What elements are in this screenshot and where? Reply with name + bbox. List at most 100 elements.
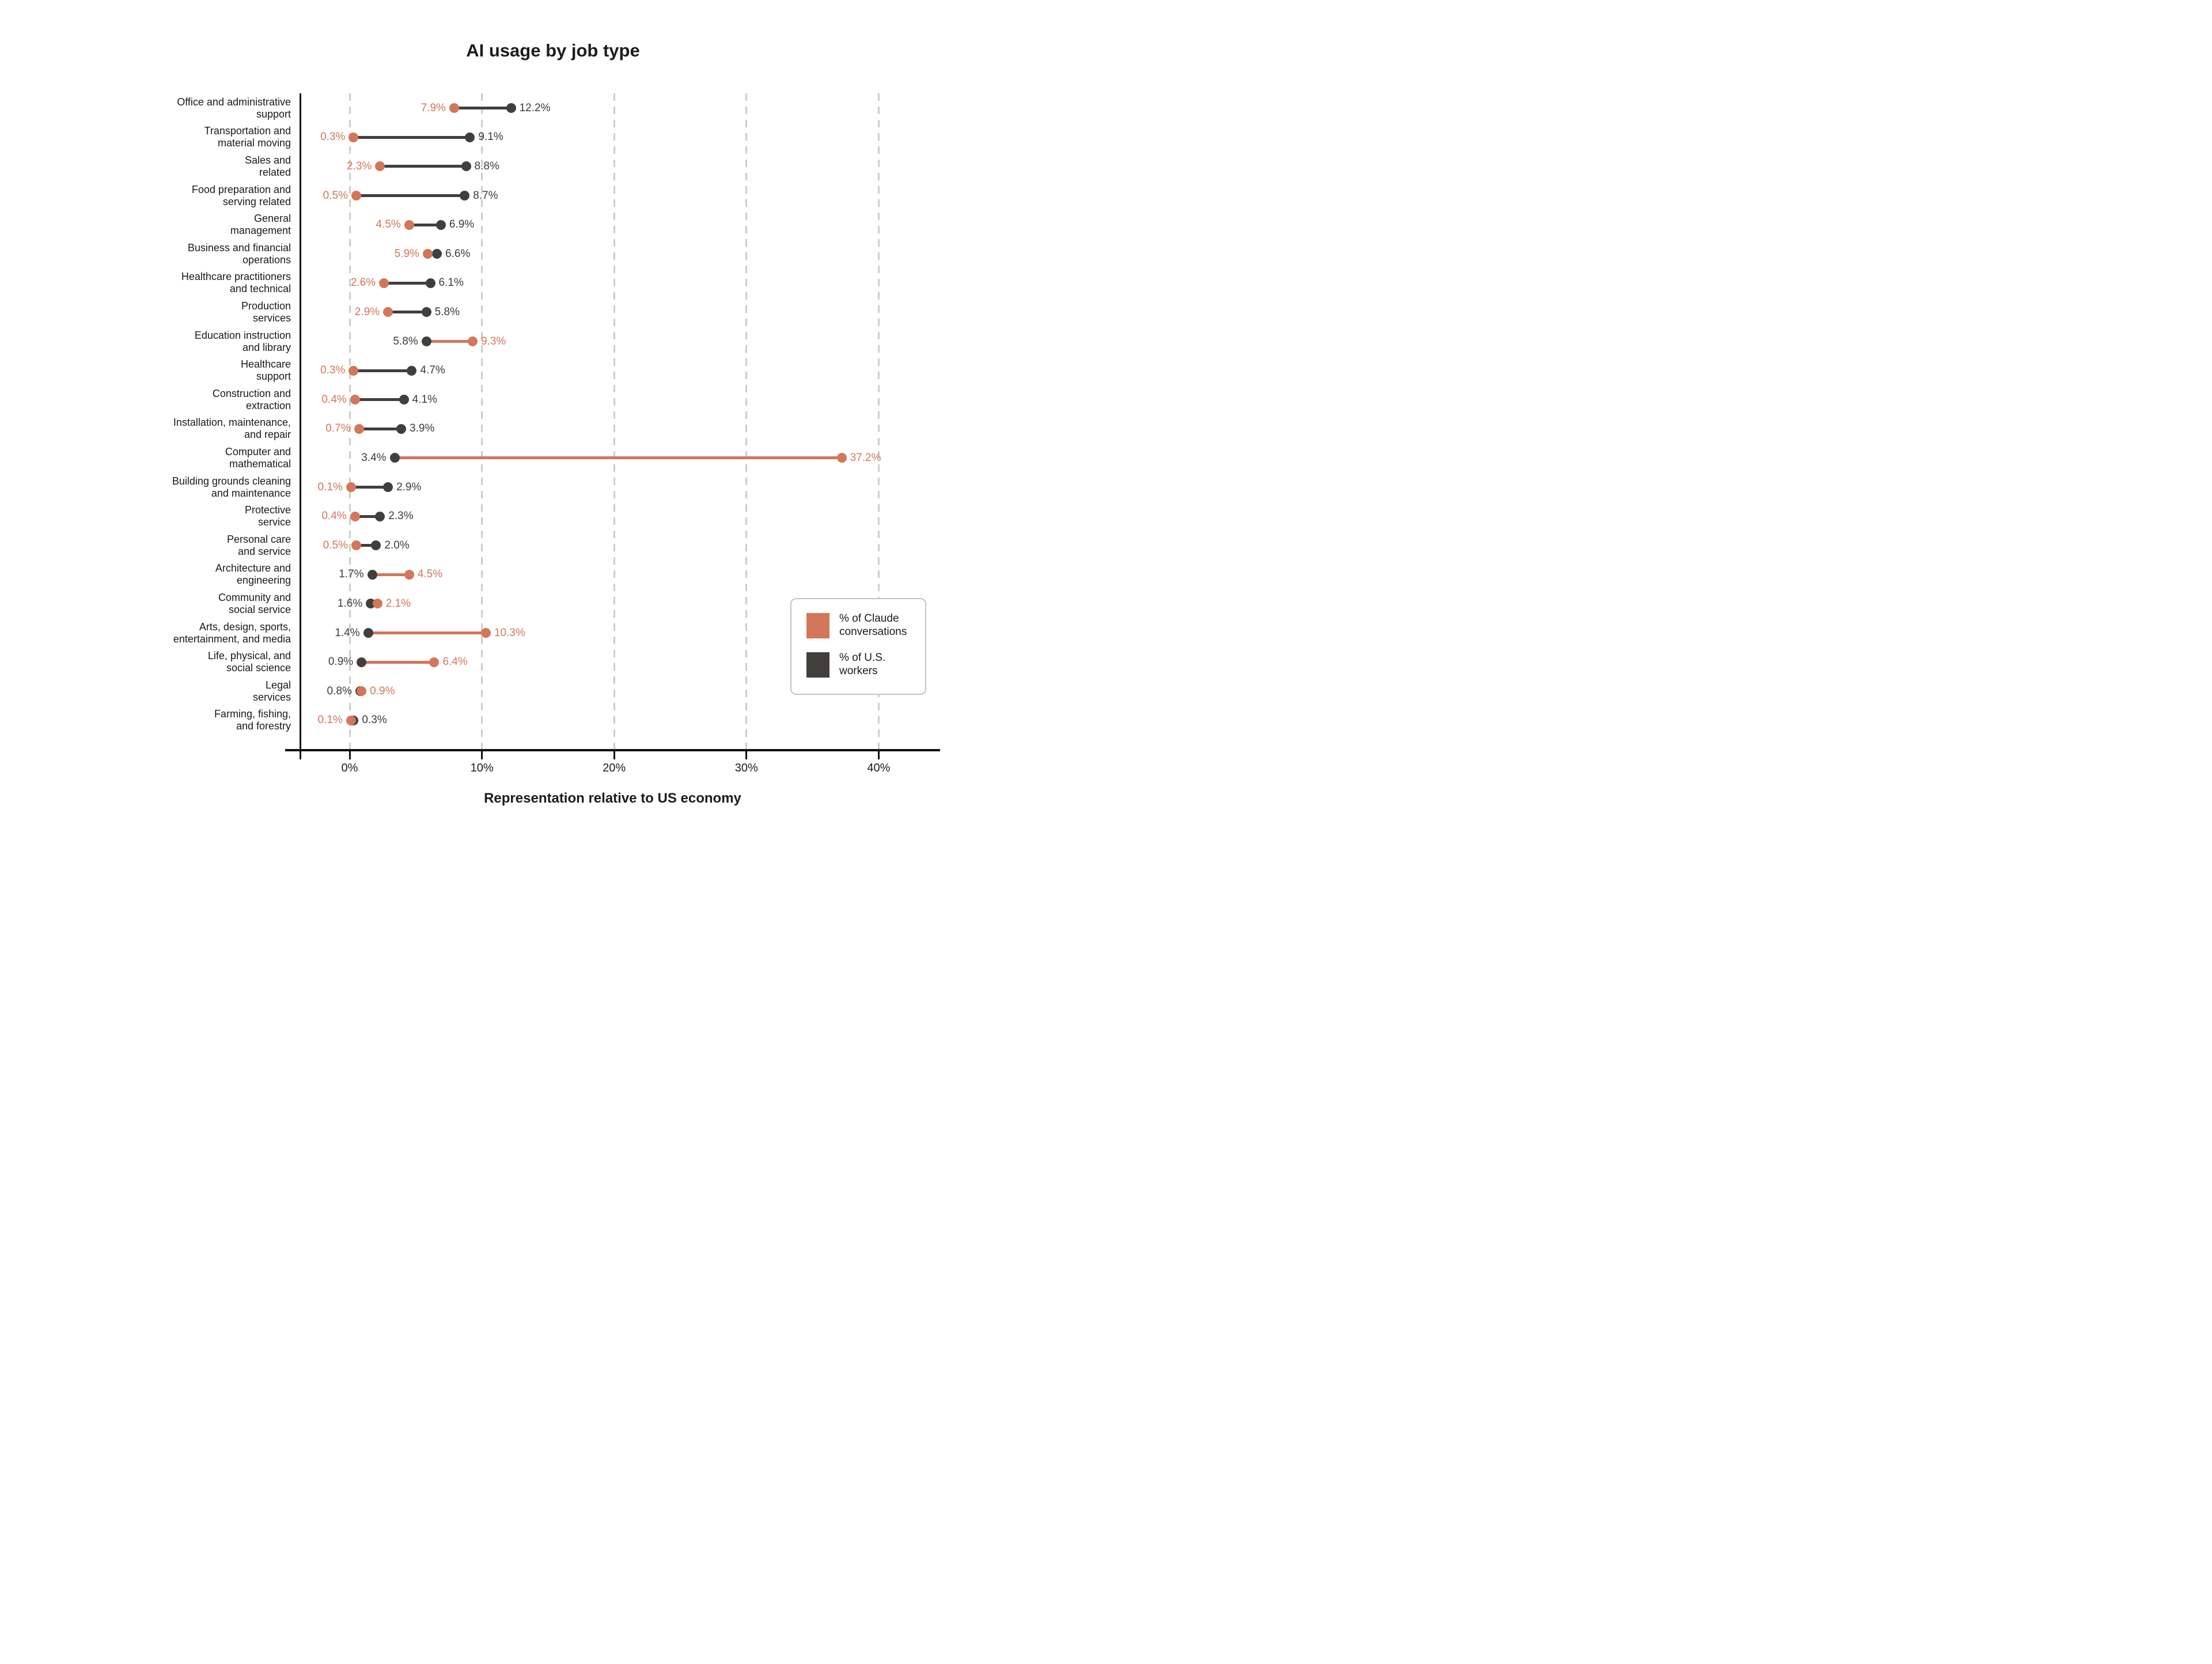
value-label-left: 0.1% (317, 714, 343, 727)
category-label: Personal care and service (226, 533, 291, 557)
dot-claude-conversations (404, 569, 414, 580)
value-label-right: 4.1% (412, 393, 437, 406)
dot-claude-conversations (357, 686, 367, 697)
dumbbell-chart: AI usage by job type Representation rela… (0, 0, 1106, 832)
dot-claude-conversations (372, 599, 382, 609)
dot-us-workers (465, 132, 475, 142)
dot-us-workers (389, 453, 400, 463)
chart-title: AI usage by job type (466, 40, 640, 60)
value-label-left: 1.4% (335, 626, 360, 639)
gridline-20% (613, 93, 615, 750)
dot-us-workers (460, 191, 470, 201)
dot-claude-conversations (346, 482, 356, 492)
connector-line (384, 281, 431, 285)
legend-item-workers: % of U.S. workers (806, 652, 925, 678)
x-tick-label-40%: 40% (867, 762, 891, 774)
dot-us-workers (425, 278, 435, 288)
value-label-right: 5.8% (434, 305, 460, 318)
category-label: General management (230, 213, 291, 237)
category-label: Protective service (244, 504, 291, 528)
value-label-left: 5.8% (393, 335, 418, 347)
dot-claude-conversations (468, 336, 478, 346)
dot-us-workers (367, 569, 377, 580)
value-label-right: 9.3% (481, 335, 506, 347)
dot-us-workers (407, 365, 417, 376)
value-label-right: 8.8% (474, 160, 499, 172)
x-tick-label-0%: 0% (341, 762, 358, 774)
value-label-left: 0.9% (328, 656, 354, 668)
dot-claude-conversations (404, 220, 414, 230)
value-label-left: 0.3% (320, 364, 346, 377)
value-label-right: 2.3% (388, 510, 414, 523)
x-axis-line (285, 749, 940, 751)
category-label: Production services (241, 300, 291, 324)
connector-line (426, 340, 473, 343)
value-label-right: 2.0% (384, 539, 410, 551)
category-label: Building grounds cleaning and maintenance (172, 475, 291, 499)
dot-us-workers (383, 482, 393, 492)
connector-line (353, 135, 470, 139)
dot-claude-conversations (351, 540, 361, 551)
x-tick-30% (745, 750, 748, 759)
value-label-left: 7.9% (421, 101, 446, 114)
value-label-right: 12.2% (519, 101, 551, 114)
dot-us-workers (371, 540, 381, 551)
dot-claude-conversations (350, 395, 360, 405)
connector-line (359, 427, 402, 430)
value-label-left: 0.1% (317, 481, 343, 493)
value-label-right: 3.9% (410, 422, 435, 435)
category-label: Healthcare support (240, 358, 291, 383)
dot-claude-conversations (354, 423, 364, 434)
category-label: Architecture and engineering (215, 562, 291, 587)
value-label-right: 0.9% (370, 684, 395, 697)
category-label: Farming, fishing, and forestry (214, 708, 291, 732)
category-label: Life, physical, and social science (207, 650, 291, 674)
value-label-right: 6.9% (449, 218, 475, 231)
legend-label-claude: % of Claude conversations (839, 612, 907, 638)
dot-us-workers (432, 249, 442, 259)
connector-line (353, 369, 412, 372)
value-label-left: 3.4% (361, 451, 387, 464)
connector-line (355, 398, 404, 402)
value-label-left: 2.6% (350, 277, 376, 289)
dot-us-workers (421, 307, 431, 317)
value-label-left: 0.4% (321, 510, 347, 523)
legend-swatch-workers-icon (806, 652, 830, 678)
gridline-40% (877, 93, 880, 750)
connector-line (372, 573, 410, 576)
dot-claude-conversations (375, 161, 385, 172)
category-label: Arts, design, sports, entertainment, and … (173, 621, 291, 645)
value-label-left: 5.9% (394, 247, 419, 260)
dot-claude-conversations (349, 365, 359, 376)
dot-claude-conversations (351, 191, 361, 201)
dot-us-workers (506, 103, 516, 114)
legend-item-claude: % of Claude conversations (806, 612, 925, 638)
dot-us-workers (363, 628, 373, 638)
category-label: Installation, maintenance, and repair (173, 417, 291, 441)
legend-swatch-claude-icon (806, 613, 830, 638)
value-label-right: 0.3% (362, 714, 387, 727)
category-label: Healthcare practitioners and technical (181, 271, 291, 295)
legend: % of Claude conversations % of U.S. work… (790, 598, 926, 695)
connector-line (351, 486, 388, 489)
x-tick-20% (613, 750, 615, 759)
connector-line (368, 631, 486, 634)
category-label: Transportation and material moving (204, 125, 291, 149)
value-label-left: 2.9% (354, 305, 380, 318)
x-tick-40% (877, 750, 880, 759)
value-label-right: 9.1% (478, 131, 503, 143)
connector-line (454, 107, 512, 110)
x-tick-label-20%: 20% (603, 762, 626, 774)
value-label-left: 1.7% (339, 568, 364, 581)
value-label-left: 0.3% (320, 131, 346, 143)
x-tick-10% (481, 750, 483, 759)
dot-claude-conversations (350, 511, 360, 521)
dot-claude-conversations (422, 249, 433, 259)
connector-line (356, 194, 465, 197)
gridline-10% (481, 93, 483, 750)
connector-line (356, 544, 376, 547)
category-label: Legal services (252, 679, 291, 703)
value-label-left: 0.5% (323, 189, 348, 202)
category-label: Office and administrative support (177, 96, 291, 120)
value-label-right: 8.7% (473, 189, 498, 202)
